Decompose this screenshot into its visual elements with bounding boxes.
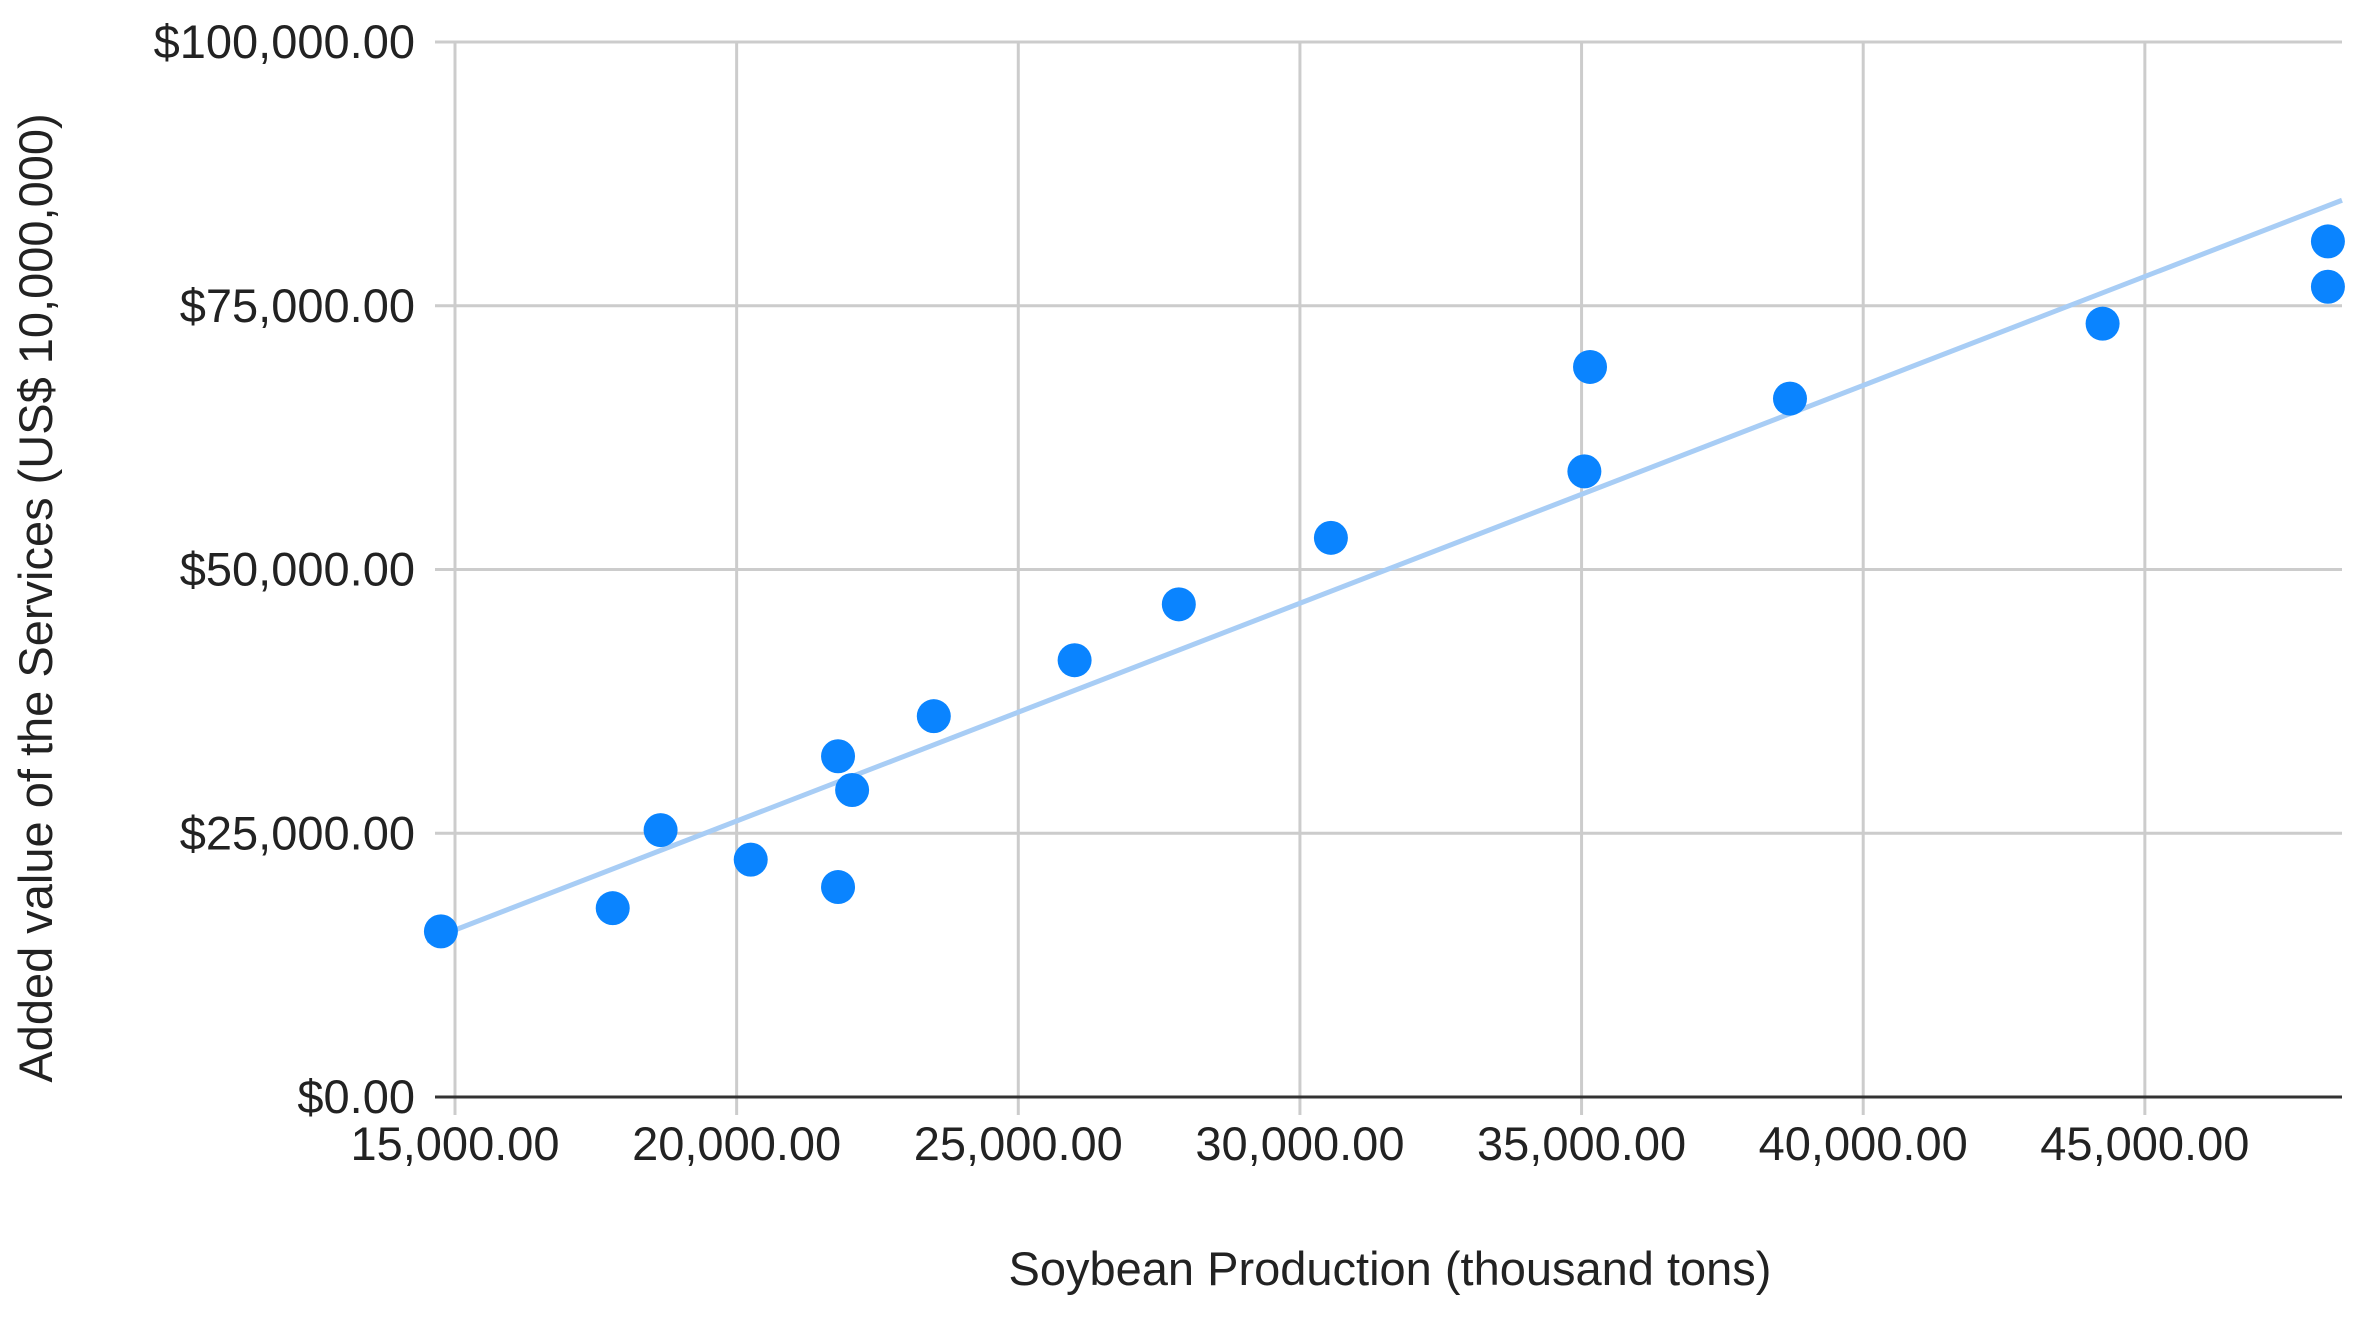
y-tick-label: $0.00 [297, 1070, 415, 1123]
data-point [916, 699, 951, 734]
grid-lines [435, 40, 2342, 1115]
x-tick-label: 20,000.00 [632, 1117, 841, 1170]
y-tick-label: $25,000.00 [180, 806, 415, 859]
data-point [733, 842, 768, 877]
y-tick-label: $100,000.00 [154, 15, 415, 68]
data-point [1161, 587, 1196, 622]
tick-labels: $0.00 $25,000.00 $50,000.00 $75,000.00 $100,… [154, 15, 2250, 1170]
data-points [423, 224, 2345, 949]
x-tick-label: 40,000.00 [1759, 1117, 1968, 1170]
data-point [1567, 454, 1602, 489]
x-tick-label: 35,000.00 [1477, 1117, 1686, 1170]
trendline [425, 197, 2343, 944]
data-point [2310, 224, 2345, 259]
y-tick-label: $50,000.00 [180, 543, 415, 596]
data-point [821, 739, 856, 774]
x-tick-label: 25,000.00 [914, 1117, 1123, 1170]
data-point [1573, 349, 1608, 384]
x-axis-title: Soybean Production (thousand tons) [1009, 1242, 1772, 1295]
data-point [1313, 520, 1348, 555]
data-point [595, 891, 630, 926]
x-tick-label: 15,000.00 [350, 1117, 559, 1170]
data-point [821, 870, 856, 905]
data-point [2085, 306, 2120, 341]
data-point [643, 813, 678, 848]
data-point [423, 914, 458, 949]
x-tick-label: 30,000.00 [1195, 1117, 1404, 1170]
data-point [1057, 643, 1092, 678]
data-point [835, 772, 870, 807]
data-point [2310, 269, 2345, 304]
trendline-group [425, 197, 2343, 944]
x-tick-label: 45,000.00 [2040, 1117, 2249, 1170]
data-point [1772, 381, 1807, 416]
y-axis-title: Added value of the Services (US$ 10,000,… [9, 113, 62, 1082]
y-tick-label: $75,000.00 [180, 279, 415, 332]
